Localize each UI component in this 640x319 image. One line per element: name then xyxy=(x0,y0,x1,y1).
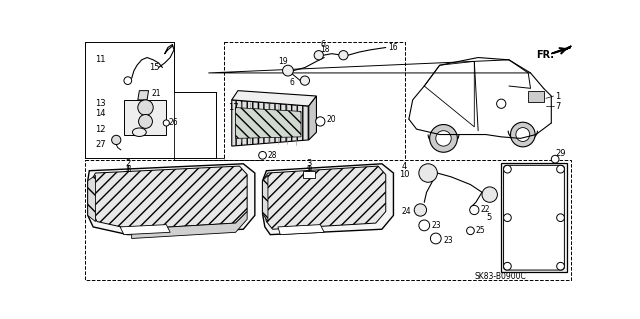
Text: FR.: FR. xyxy=(536,50,554,60)
Circle shape xyxy=(470,205,479,215)
Bar xyxy=(86,160,570,280)
Text: 1: 1 xyxy=(555,92,561,100)
Polygon shape xyxy=(132,211,247,239)
Circle shape xyxy=(482,187,497,202)
Text: 5: 5 xyxy=(487,213,492,222)
Text: 22: 22 xyxy=(481,205,490,214)
Polygon shape xyxy=(551,46,572,54)
Polygon shape xyxy=(232,91,316,106)
Bar xyxy=(224,42,405,161)
Polygon shape xyxy=(308,96,316,140)
Text: 17: 17 xyxy=(228,103,239,112)
Circle shape xyxy=(429,124,458,152)
Ellipse shape xyxy=(132,128,147,137)
Polygon shape xyxy=(138,91,148,100)
Circle shape xyxy=(419,220,429,231)
Circle shape xyxy=(419,164,437,182)
Circle shape xyxy=(551,155,559,163)
Polygon shape xyxy=(264,166,386,229)
Text: 6: 6 xyxy=(320,40,325,49)
Text: 14: 14 xyxy=(95,109,106,118)
Circle shape xyxy=(557,165,564,173)
Text: 13: 13 xyxy=(95,99,106,108)
Circle shape xyxy=(124,77,132,85)
Text: 11: 11 xyxy=(95,55,106,64)
Text: 26: 26 xyxy=(168,118,178,128)
Circle shape xyxy=(139,115,152,128)
Polygon shape xyxy=(92,166,247,229)
Text: 12: 12 xyxy=(95,125,106,134)
Text: 21: 21 xyxy=(152,89,161,98)
Polygon shape xyxy=(262,164,394,235)
Polygon shape xyxy=(262,175,268,221)
Circle shape xyxy=(414,204,427,216)
Circle shape xyxy=(504,165,511,173)
Circle shape xyxy=(314,51,323,60)
Text: 9: 9 xyxy=(306,165,312,174)
Polygon shape xyxy=(120,225,170,235)
Text: 8: 8 xyxy=(125,165,131,174)
Polygon shape xyxy=(232,100,308,146)
Text: 6: 6 xyxy=(289,78,294,87)
Text: 24: 24 xyxy=(401,207,411,216)
Text: 27: 27 xyxy=(95,140,106,149)
Text: 18: 18 xyxy=(320,45,330,54)
Circle shape xyxy=(316,117,325,126)
Polygon shape xyxy=(88,164,255,235)
Circle shape xyxy=(504,214,511,221)
Polygon shape xyxy=(236,108,301,138)
Text: 25: 25 xyxy=(476,226,486,235)
Circle shape xyxy=(511,122,535,147)
Circle shape xyxy=(436,131,451,146)
Bar xyxy=(528,91,543,102)
Text: 16: 16 xyxy=(388,43,397,52)
Circle shape xyxy=(557,214,564,221)
Circle shape xyxy=(504,262,511,270)
Bar xyxy=(501,163,566,272)
Text: 4: 4 xyxy=(401,162,406,171)
Text: 29: 29 xyxy=(555,149,566,158)
Text: 3: 3 xyxy=(306,159,312,167)
Polygon shape xyxy=(278,225,324,235)
Text: 23: 23 xyxy=(432,221,442,230)
Polygon shape xyxy=(88,175,95,221)
Circle shape xyxy=(467,227,474,235)
Text: 20: 20 xyxy=(326,115,336,124)
Circle shape xyxy=(163,120,170,126)
Circle shape xyxy=(111,135,121,145)
Circle shape xyxy=(283,65,293,76)
Text: 15: 15 xyxy=(149,63,160,72)
Circle shape xyxy=(557,262,564,270)
Text: 19: 19 xyxy=(278,57,287,66)
Bar xyxy=(303,172,315,178)
Text: 7: 7 xyxy=(555,101,561,111)
Text: 10: 10 xyxy=(399,170,410,179)
Text: 2: 2 xyxy=(125,159,131,167)
Text: SK83-B0900C: SK83-B0900C xyxy=(474,272,526,281)
Circle shape xyxy=(339,51,348,60)
Text: 28: 28 xyxy=(267,151,276,160)
Circle shape xyxy=(497,99,506,108)
Circle shape xyxy=(138,100,153,115)
Circle shape xyxy=(516,128,530,141)
Bar xyxy=(124,100,166,135)
FancyBboxPatch shape xyxy=(504,165,564,270)
Circle shape xyxy=(300,76,310,85)
Text: 23: 23 xyxy=(444,236,453,245)
Circle shape xyxy=(259,152,266,159)
Circle shape xyxy=(431,233,441,244)
